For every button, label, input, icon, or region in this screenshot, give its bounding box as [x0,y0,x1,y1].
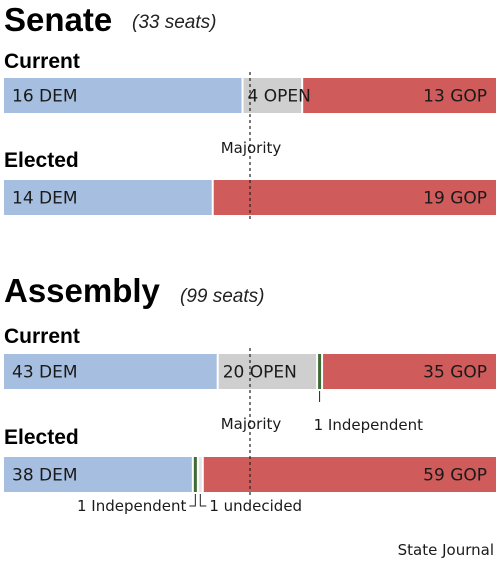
assembly-current-gop-bar [323,354,496,389]
assembly-elected-undecided-annotation: 1 undecided [209,497,302,515]
senate-subtitle: (33 seats) [132,12,216,33]
assembly-current-dem-label: 43 DEM [12,363,78,383]
assembly-elected-independent-annotation: 1 Independent [77,497,187,515]
source-credit: State Journal [398,541,494,559]
senate-current-dem-bar [4,78,242,113]
senate-current-label: Current [4,50,80,73]
senate-elected-dem-bar [4,180,212,215]
senate-current-dem-label: 16 DEM [12,87,78,107]
senate-elected-gop-label: 19 GOP [423,189,487,209]
assembly-current-independent-annotation: 1 Independent [314,416,424,434]
assembly-current-open-bar [218,354,317,389]
assembly-panel: Assembly (99 seats) Current Elected 43 D… [4,272,496,515]
assembly-elected-undecided-leader [199,494,207,507]
assembly-elected-gop-label: 59 GOP [423,466,487,486]
assembly-current-gop-label: 35 GOP [423,363,487,383]
assembly-elected-dem-bar [4,457,192,492]
senate-panel: Senate (33 seats) Current Elected 16 DEM… [4,1,496,221]
assembly-title: Assembly [4,272,161,309]
assembly-current-label: Current [4,325,80,348]
senate-title: Senate [4,1,112,38]
senate-elected-dem-label: 14 DEM [12,189,78,209]
senate-current-gop-bar [303,78,496,113]
senate-majority-label: Majority [221,139,282,157]
assembly-elected-label: Elected [4,426,79,449]
assembly-current-open-label: 20 OPEN [223,363,297,383]
assembly-elected-independent-leader [189,494,196,507]
senate-current-gop-label: 13 GOP [423,87,487,107]
senate-bars: 16 DEM 4 OPEN 13 GOP 14 DEM 19 GOP [4,72,496,221]
senate-elected-gop-bar [213,180,496,215]
senate-elected-label: Elected [4,149,79,172]
assembly-majority-label: Majority [221,415,282,433]
assembly-subtitle: (99 seats) [180,286,264,307]
assembly-elected-independent-bar [193,457,197,492]
senate-current-open-label: 4 OPEN [248,87,311,107]
assembly-current-independent-bar [318,354,322,389]
assembly-current-dem-bar [4,354,217,389]
assembly-elected-dem-label: 38 DEM [12,466,78,486]
assembly-bars: 43 DEM 20 OPEN 35 GOP 38 DEM 59 GOP 1 Indepen… [4,348,496,515]
assembly-elected-gop-bar [203,457,496,492]
senate-current-open-bar [243,78,302,113]
assembly-elected-undecided-bar [198,457,202,492]
